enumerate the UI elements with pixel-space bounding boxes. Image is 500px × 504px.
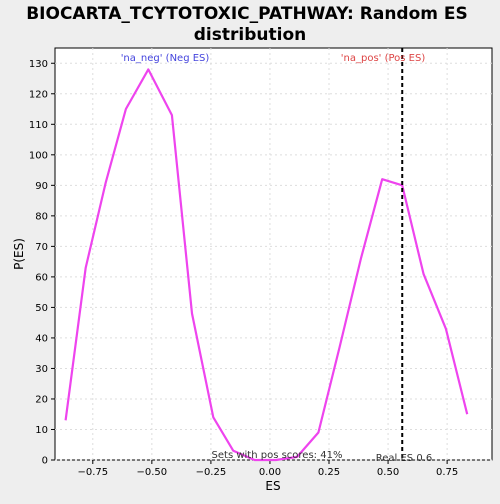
y-tick-label: 100 xyxy=(29,150,48,161)
es-distribution-line xyxy=(64,68,469,462)
real-es-label: Real ES 0.6 xyxy=(376,453,432,464)
plot-area xyxy=(54,47,493,461)
y-tick-label: 30 xyxy=(35,364,48,375)
chart-title-line2: distribution xyxy=(194,25,306,45)
y-axis-label: P(ES) xyxy=(12,238,26,270)
x-tick-label: 0.25 xyxy=(318,467,340,478)
y-tick-label: 40 xyxy=(35,333,48,344)
y-tick-label: 90 xyxy=(35,181,48,192)
x-tick-label: 0.50 xyxy=(377,467,399,478)
x-tick-label: −0.50 xyxy=(137,467,168,478)
y-tick-label: 0 xyxy=(42,456,48,467)
y-tick-label: 70 xyxy=(35,242,48,253)
y-tick-label: 110 xyxy=(29,120,48,131)
y-tick-label: 20 xyxy=(35,394,48,405)
x-tick-label: −0.75 xyxy=(77,467,108,478)
y-tick-label: 50 xyxy=(35,303,48,314)
grid-layer xyxy=(55,48,492,461)
y-tick-label: 130 xyxy=(29,59,48,70)
x-tick-label: −0.25 xyxy=(196,467,227,478)
x-tick-label: 0.00 xyxy=(259,467,281,478)
sets-pos-scores-label: Sets with pos scores: 41% xyxy=(212,450,343,461)
y-tick-label: 10 xyxy=(35,425,48,436)
x-axis-label: ES xyxy=(265,479,280,493)
y-tick-label: 120 xyxy=(29,89,48,100)
pos-es-label: 'na_pos' (Pos ES) xyxy=(341,53,426,64)
series-layer xyxy=(64,68,469,462)
y-tick-label: 80 xyxy=(35,211,48,222)
y-tick-label: 60 xyxy=(35,272,48,283)
chart-title-line1: BIOCARTA_TCYTOTOXIC_PATHWAY: Random ES xyxy=(26,4,468,24)
tick-layer: 0 10 20 30 40 50 60 70 80 90 100 110 120 130 −0.75 −0.5… xyxy=(29,59,458,478)
neg-es-label: 'na_neg' (Neg ES) xyxy=(121,53,210,64)
x-tick-label: 0.75 xyxy=(436,467,458,478)
